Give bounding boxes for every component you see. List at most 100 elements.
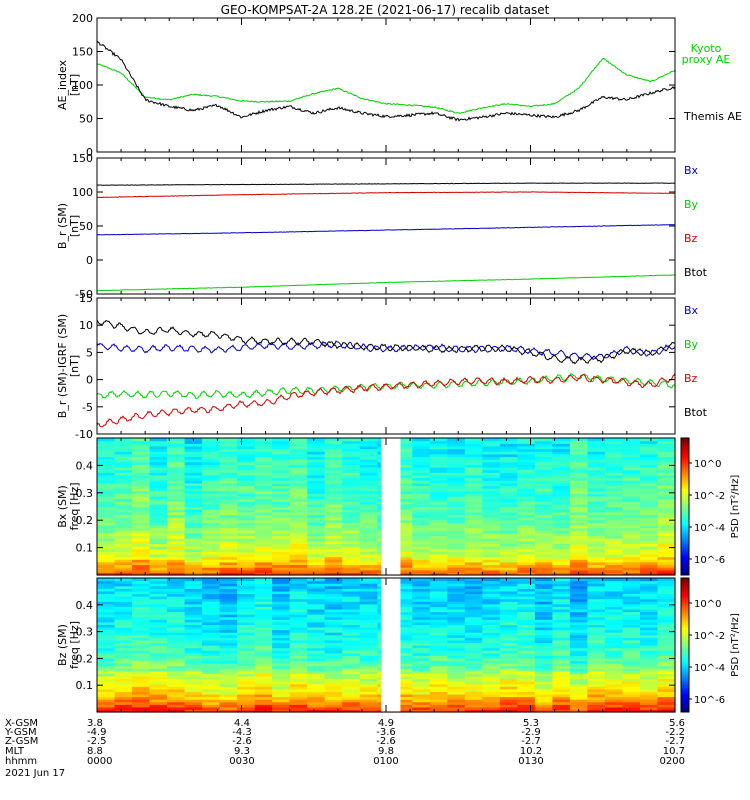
psd-cell — [552, 546, 571, 550]
psd-cell — [552, 509, 571, 513]
psd-cell — [359, 493, 378, 497]
psd-cell — [359, 477, 378, 481]
psd-cell — [499, 709, 518, 713]
psd-cell — [289, 693, 308, 698]
psd-cell — [587, 603, 606, 607]
psd-cell — [114, 495, 133, 500]
psd-cell — [359, 495, 378, 500]
psd-cell — [569, 517, 589, 521]
psd-cell — [482, 527, 501, 531]
psd-cell — [499, 548, 518, 552]
psd-cell — [324, 535, 343, 539]
psd-cell — [114, 451, 133, 455]
psd-cell — [394, 474, 413, 479]
psd-cell — [517, 629, 536, 633]
psd-cell — [324, 593, 343, 597]
psd-cell — [412, 440, 431, 444]
psd-cell — [447, 519, 466, 523]
psd-cell — [569, 490, 589, 494]
psd-cell — [604, 706, 624, 711]
psd-cell — [132, 614, 151, 618]
psd-cell — [324, 490, 343, 494]
psd-cell — [569, 683, 589, 687]
psd-cell — [482, 480, 501, 484]
psd-cell — [517, 466, 536, 471]
psd-cell — [97, 556, 116, 560]
psd-cell — [114, 596, 133, 600]
psd-cell — [202, 540, 221, 544]
psd-cell — [272, 675, 291, 680]
psd-cell — [394, 642, 413, 646]
psd-cell — [237, 639, 256, 644]
psd-cell — [569, 480, 589, 484]
psd-cell — [272, 585, 291, 589]
psd-cell — [307, 608, 326, 613]
psd-cell — [429, 580, 448, 584]
psd-cell — [622, 588, 641, 592]
psd-cell — [307, 696, 326, 700]
psd-cell — [499, 624, 518, 628]
psd-cell — [429, 546, 448, 550]
data-gap — [381, 578, 401, 712]
psd-cell — [517, 598, 536, 602]
psd-cell — [132, 535, 151, 539]
psd-cell — [254, 445, 273, 450]
psd-cell — [219, 650, 238, 654]
psd-cell — [254, 693, 273, 698]
psd-cell — [569, 688, 589, 692]
psd-cell — [114, 585, 133, 589]
psd-cell — [114, 634, 133, 638]
psd-cell — [622, 590, 641, 595]
psd-cell — [429, 585, 448, 589]
psd-cell — [184, 624, 203, 628]
psd-cell — [202, 559, 221, 563]
psd-cell — [132, 693, 151, 698]
psd-cell — [272, 488, 291, 492]
psd-cell — [604, 466, 624, 471]
psd-cell — [657, 551, 676, 555]
psd-cell — [114, 509, 133, 513]
psd-cell — [412, 593, 431, 597]
psd-cell — [289, 530, 308, 534]
psd-cell — [517, 474, 536, 479]
psd-cell — [289, 688, 308, 692]
psd-cell — [499, 688, 518, 692]
psd-cell — [342, 693, 361, 698]
psd-cell — [429, 621, 448, 625]
psd-cell — [657, 650, 676, 654]
psd-cell — [412, 624, 431, 628]
psd-cell — [359, 709, 378, 713]
psd-cell — [149, 443, 168, 447]
psd-cell — [132, 466, 151, 471]
psd-cell — [657, 474, 676, 479]
series-line-bz — [97, 373, 675, 428]
psd-cell — [307, 540, 326, 544]
psd-cell — [552, 511, 571, 515]
psd-cell — [289, 642, 308, 646]
psd-cell — [114, 527, 133, 531]
psd-cell — [639, 477, 659, 481]
psd-cell — [552, 482, 571, 487]
psd-cell — [254, 548, 273, 552]
psd-cell — [307, 699, 326, 703]
psd-cell — [324, 588, 343, 592]
psd-cell — [324, 590, 343, 595]
psd-cell — [499, 588, 518, 592]
psd-cell — [429, 663, 448, 667]
psd-cell — [132, 655, 151, 659]
psd-cell — [587, 553, 606, 558]
psd-cell — [307, 474, 326, 479]
psd-cell — [289, 567, 308, 571]
psd-cell — [447, 588, 466, 592]
psd-cell — [254, 696, 273, 700]
psd-cell — [184, 593, 203, 597]
y-tick-label: 0.4 — [76, 599, 94, 612]
psd-cell — [167, 564, 186, 568]
psd-cell — [639, 485, 659, 489]
y-tick-label: 0 — [86, 254, 93, 267]
psd-cell — [622, 665, 641, 669]
psd-cell — [342, 686, 361, 690]
psd-cell — [657, 482, 676, 487]
psd-cell — [167, 593, 186, 597]
psd-cell — [517, 645, 536, 649]
